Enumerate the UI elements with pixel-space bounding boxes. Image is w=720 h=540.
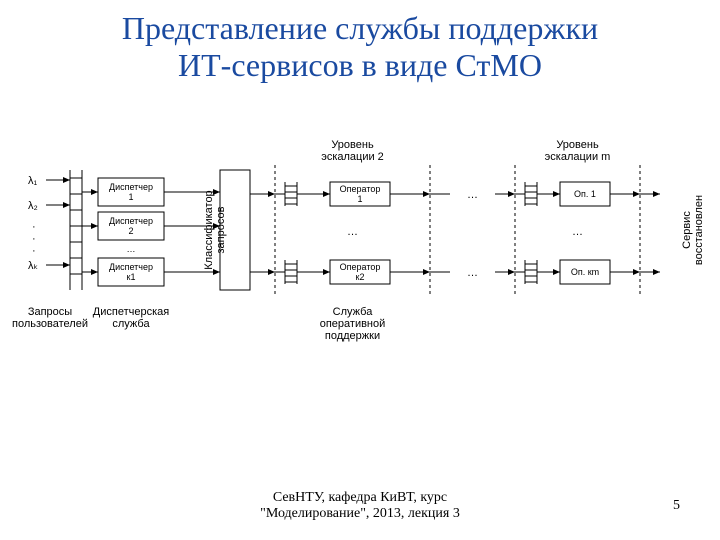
footer-line2: "Моделирование", 2013, лекция 3 bbox=[260, 506, 460, 521]
footer-line1: СевНТУ, кафедра КиВТ, курс bbox=[273, 490, 447, 505]
svg-text:…: … bbox=[127, 244, 136, 254]
queue-network-diagram: λ₁λ₂λₖ···Диспетчер1Диспетчер2Диспетчерк1… bbox=[0, 120, 720, 420]
svg-text:·: · bbox=[32, 245, 36, 257]
svg-text:…: … bbox=[467, 189, 478, 201]
svg-text:Оп. кm: Оп. кm bbox=[571, 267, 599, 277]
svg-text:Оп. 1: Оп. 1 bbox=[574, 189, 596, 199]
svg-text:…: … bbox=[467, 267, 478, 279]
svg-text:λ₂: λ₂ bbox=[28, 200, 38, 212]
svg-text:Уровеньэскалации m: Уровеньэскалации m bbox=[545, 139, 611, 163]
page-number: 5 bbox=[673, 498, 680, 514]
svg-text:·: · bbox=[32, 233, 36, 245]
svg-text:λ₁: λ₁ bbox=[28, 175, 38, 187]
svg-text:·: · bbox=[32, 221, 36, 233]
svg-text:λₖ: λₖ bbox=[28, 260, 38, 272]
svg-text:Службаоперативнойподдержки: Службаоперативнойподдержки bbox=[320, 306, 386, 342]
svg-text:Сервисвосстановлен: Сервисвосстановлен bbox=[681, 195, 705, 265]
slide-title: Представление службы поддержки ИТ-сервис… bbox=[0, 10, 720, 84]
svg-text:…: … bbox=[347, 226, 358, 238]
svg-text:Запросыпользователей: Запросыпользователей bbox=[12, 306, 88, 330]
svg-text:Диспетчерскаяслужба: Диспетчерскаяслужба bbox=[93, 306, 169, 330]
svg-text:Уровеньэскалации 2: Уровеньэскалации 2 bbox=[321, 139, 384, 163]
footer: СевНТУ, кафедра КиВТ, курс "Моделировани… bbox=[0, 490, 720, 522]
svg-text:…: … bbox=[572, 226, 583, 238]
title-line2: ИТ-сервисов в виде СтМО bbox=[178, 47, 542, 83]
title-line1: Представление службы поддержки bbox=[122, 10, 598, 46]
